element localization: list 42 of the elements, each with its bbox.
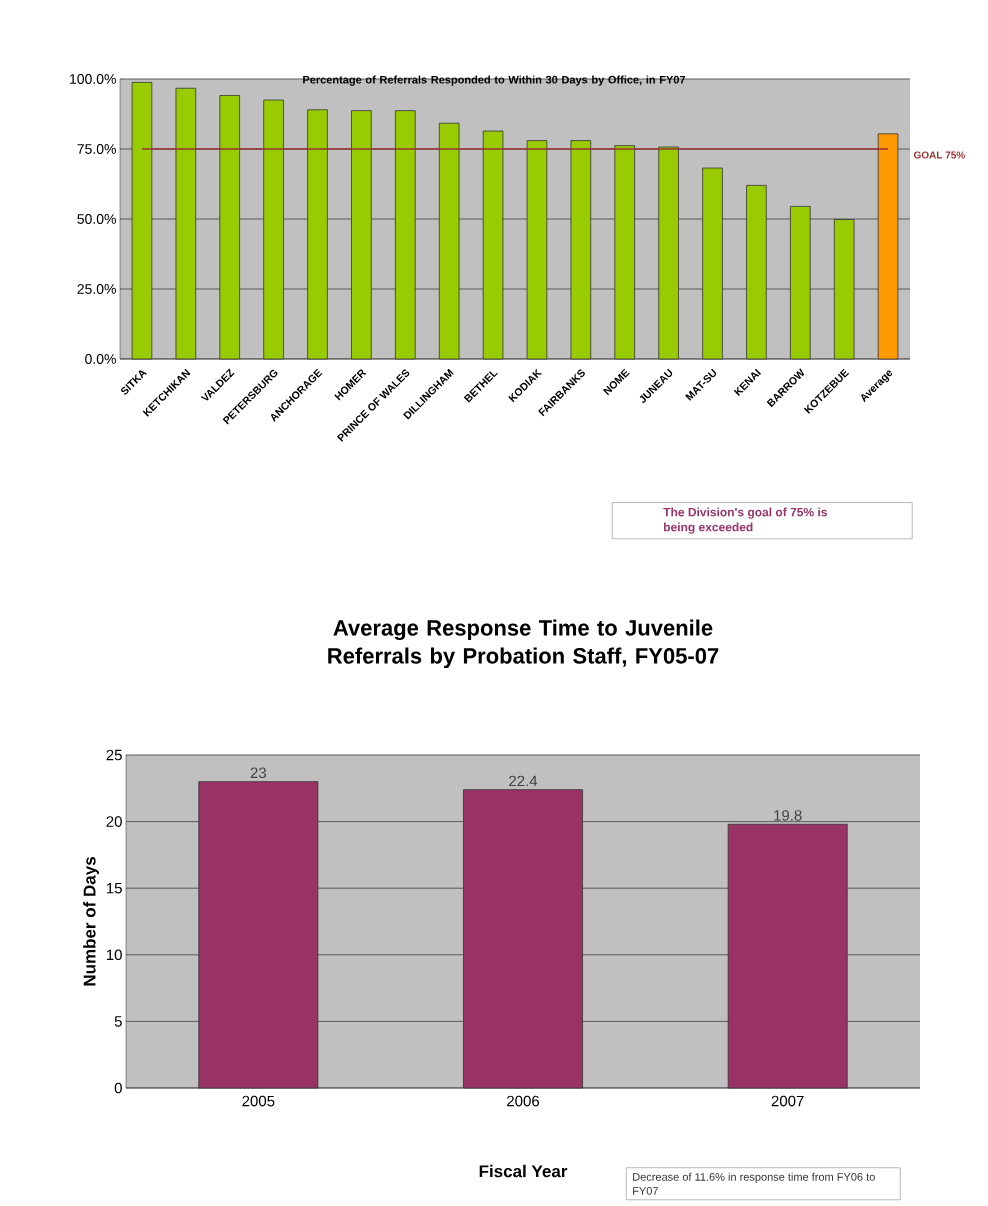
bar	[307, 109, 328, 360]
y-tick-label: 25	[106, 749, 122, 761]
bar	[351, 110, 372, 360]
bar	[395, 110, 416, 360]
y-tick-label: 100.0%	[70, 74, 116, 84]
data-label: 22.4	[509, 775, 538, 787]
y-tick-label: 75.0%	[77, 144, 116, 154]
x-tick-label: 2007	[771, 1095, 804, 1107]
bar	[131, 81, 153, 360]
y-tick-label: 0	[114, 1082, 122, 1094]
y-tick-label: 50.0%	[77, 214, 116, 224]
chart-title: Average Response Time to Juvenile Referrals by Probation Staff, FY05-07	[328, 619, 719, 669]
y-axis-title: Number of Days	[83, 857, 99, 986]
x-axis-title: Fiscal Year	[479, 1164, 568, 1178]
bar	[658, 146, 679, 360]
bar	[877, 133, 899, 360]
bar	[570, 140, 592, 360]
bar	[175, 87, 197, 360]
y-tick-label: 15	[106, 882, 122, 894]
bar	[526, 140, 548, 360]
bar	[219, 95, 240, 360]
y-tick-label: 25.0%	[77, 284, 116, 294]
bar	[702, 167, 723, 360]
text: Decrease of 11.6% in response time from FY06 to FY07	[633, 1172, 875, 1195]
bar	[438, 122, 460, 360]
text: The Division's goal of 75% is being exceeded	[663, 507, 827, 534]
bar	[790, 205, 811, 360]
y-tick-label: 5	[114, 1016, 122, 1027]
y-tick-label: 0.0%	[85, 354, 116, 364]
y-tick-label: 10	[106, 949, 122, 961]
bar	[746, 184, 767, 360]
chart-title: Percentage of Referrals Responded to Within 30 Days by Office, in FY07	[303, 75, 686, 86]
x-tick-label: 2006	[507, 1095, 540, 1107]
bar	[614, 145, 635, 360]
ref-line-label: GOAL 75%	[913, 151, 965, 159]
bar	[482, 130, 504, 360]
bar	[833, 219, 855, 360]
data-label: 23	[250, 767, 267, 779]
bar	[263, 99, 284, 360]
data-label: 19.8	[774, 810, 802, 821]
y-tick-label: 20	[106, 816, 122, 827]
x-tick-label: 2005	[242, 1095, 275, 1107]
